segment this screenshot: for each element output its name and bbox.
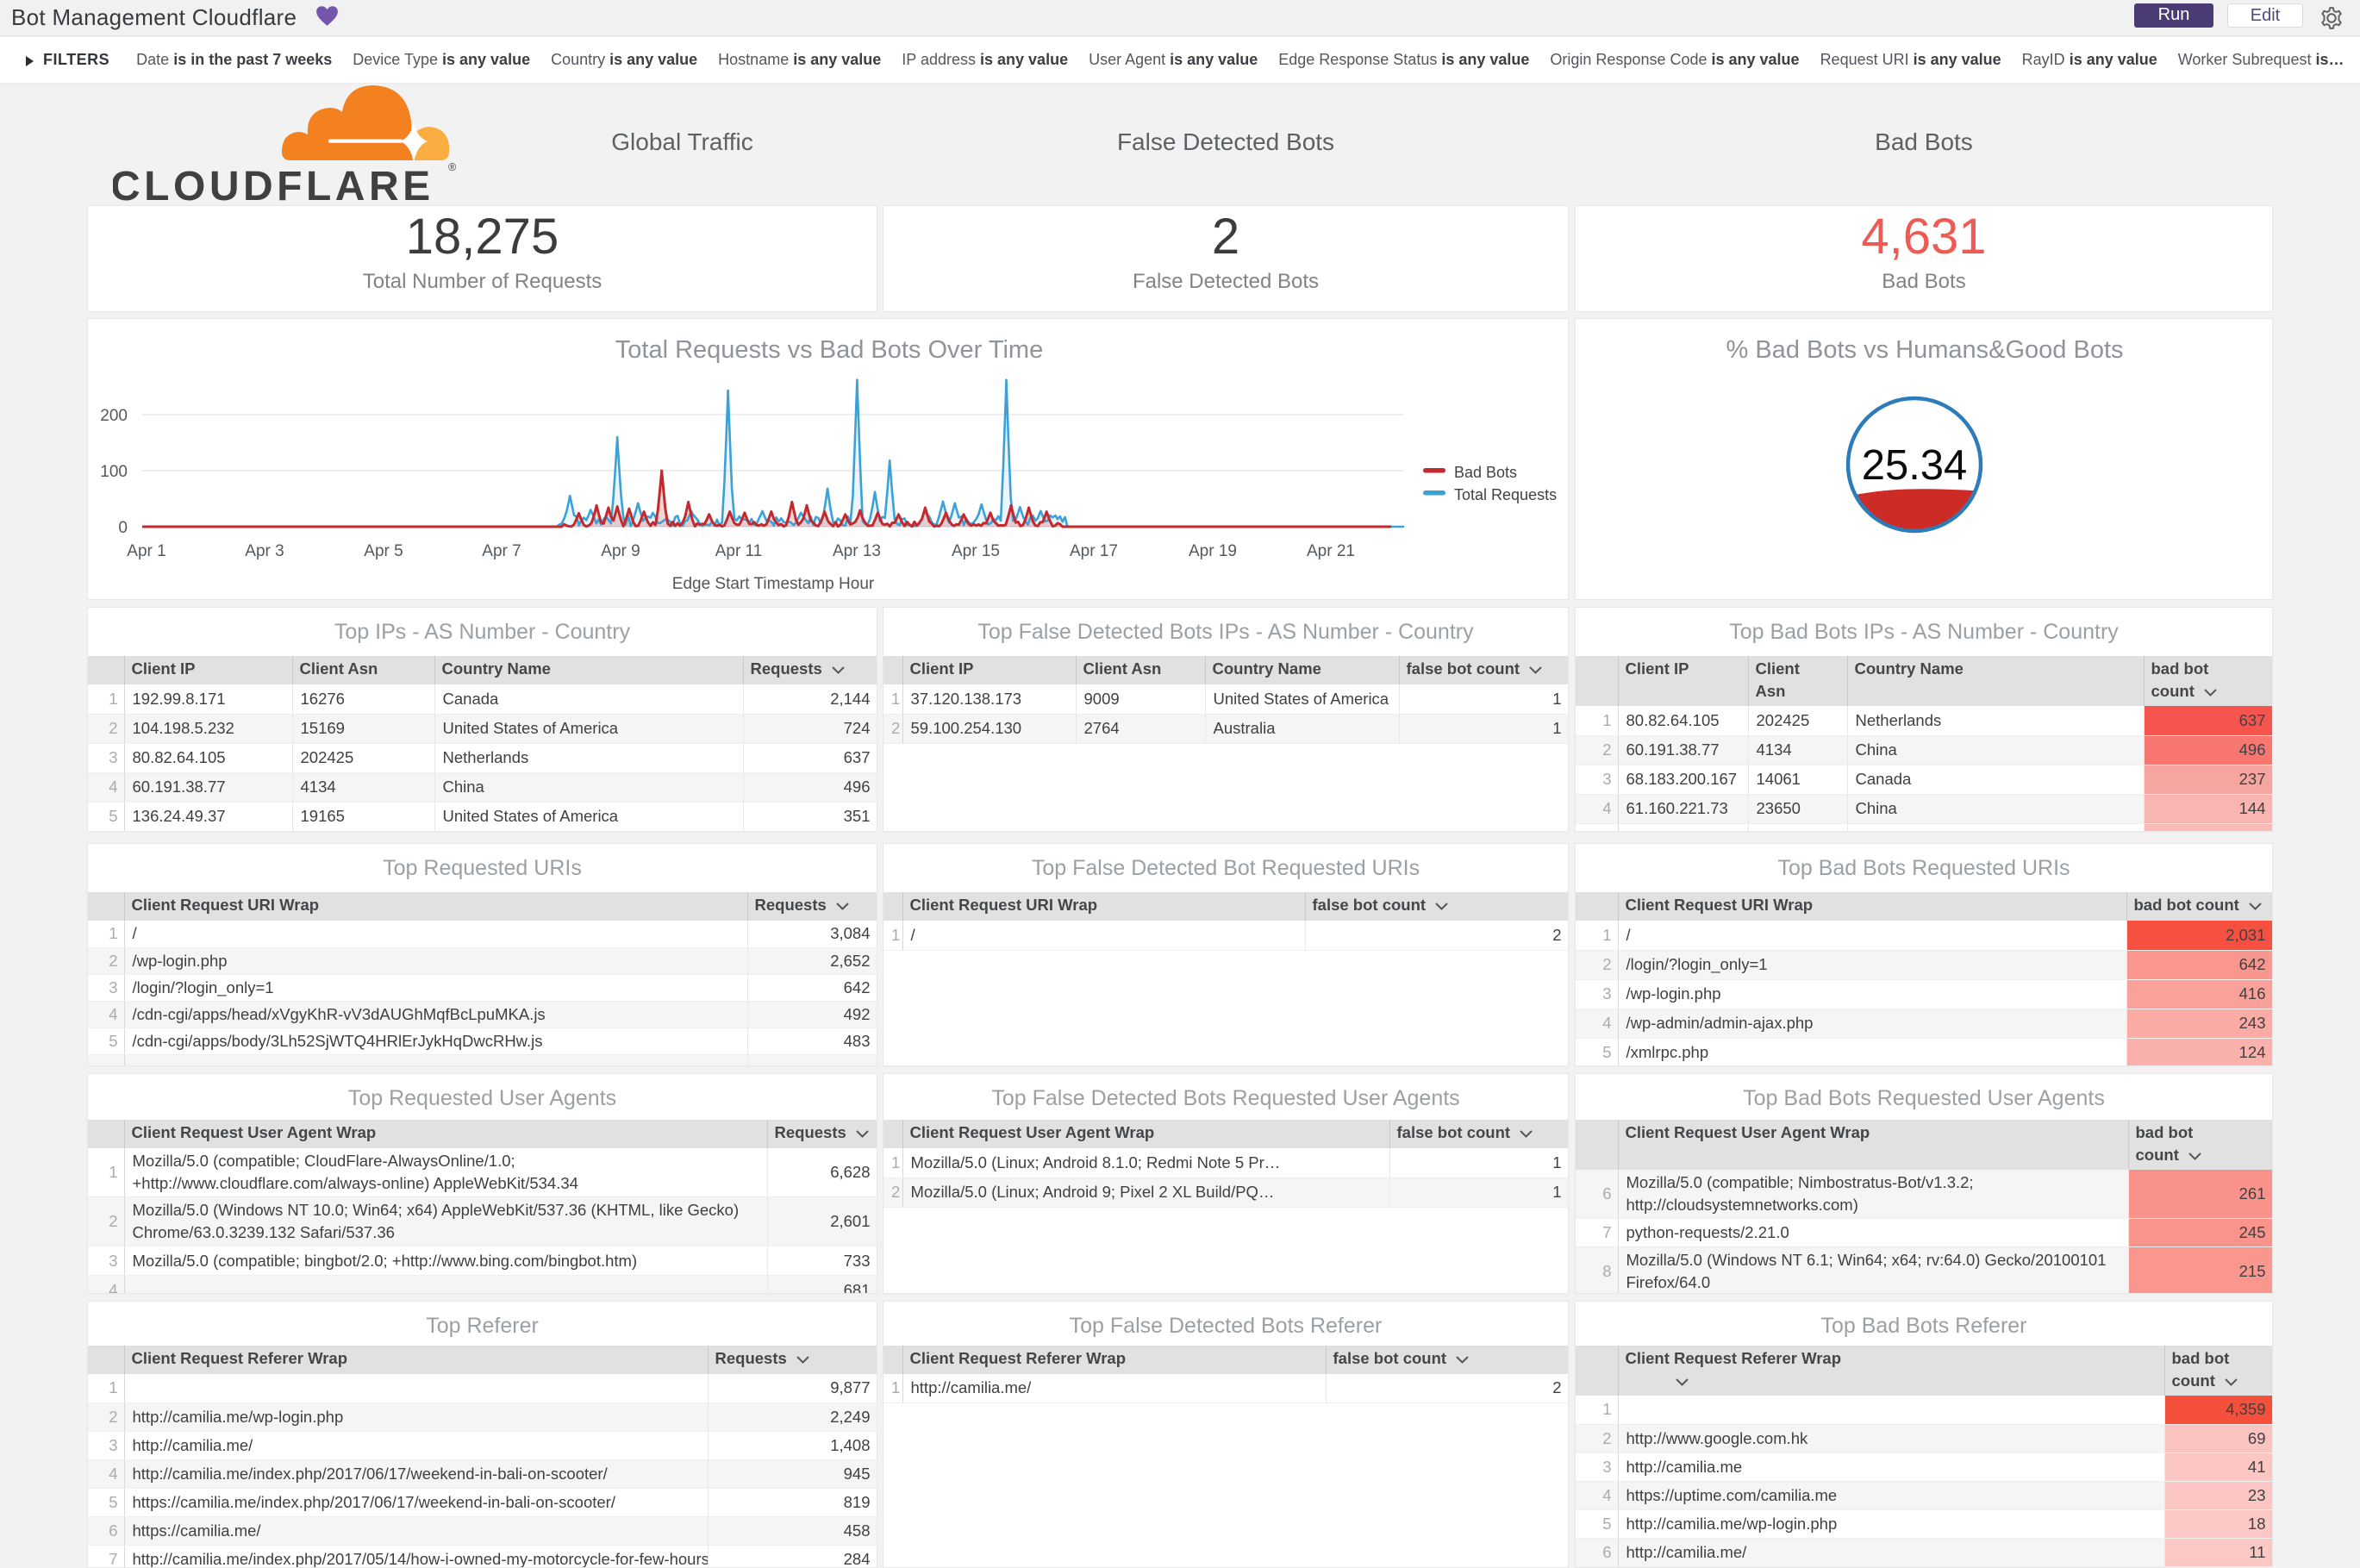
svg-text:Apr 13: Apr 13 xyxy=(833,542,881,560)
svg-text:Edge Start Timestamp Hour: Edge Start Timestamp Hour xyxy=(672,575,875,593)
svg-text:0: 0 xyxy=(118,519,128,537)
svg-text:Apr 9: Apr 9 xyxy=(601,542,640,560)
svg-text:25.34: 25.34 xyxy=(1862,442,1968,489)
svg-text:®: ® xyxy=(448,161,457,173)
svg-text:200: 200 xyxy=(100,407,128,425)
svg-text:Bad Bots: Bad Bots xyxy=(1454,464,1517,481)
svg-text:Apr 19: Apr 19 xyxy=(1189,542,1237,560)
svg-text:Apr 7: Apr 7 xyxy=(482,542,521,560)
svg-text:Total Requests: Total Requests xyxy=(1454,486,1557,503)
svg-text:100: 100 xyxy=(100,463,128,481)
svg-text:Apr 11: Apr 11 xyxy=(715,542,763,560)
svg-text:Apr 1: Apr 1 xyxy=(127,542,165,560)
svg-text:Apr 5: Apr 5 xyxy=(364,542,403,560)
svg-text:Apr 21: Apr 21 xyxy=(1307,542,1355,560)
svg-text:Total Requests vs Bad Bots Ove: Total Requests vs Bad Bots Over Time xyxy=(615,336,1043,364)
svg-text:Apr 15: Apr 15 xyxy=(952,542,1000,560)
svg-text:Apr 3: Apr 3 xyxy=(245,542,284,560)
svg-text:% Bad Bots vs Humans&Good Bots: % Bad Bots vs Humans&Good Bots xyxy=(1726,336,2124,364)
svg-text:Apr 17: Apr 17 xyxy=(1070,542,1118,560)
svg-text:CLOUDFLARE: CLOUDFLARE xyxy=(113,164,434,201)
